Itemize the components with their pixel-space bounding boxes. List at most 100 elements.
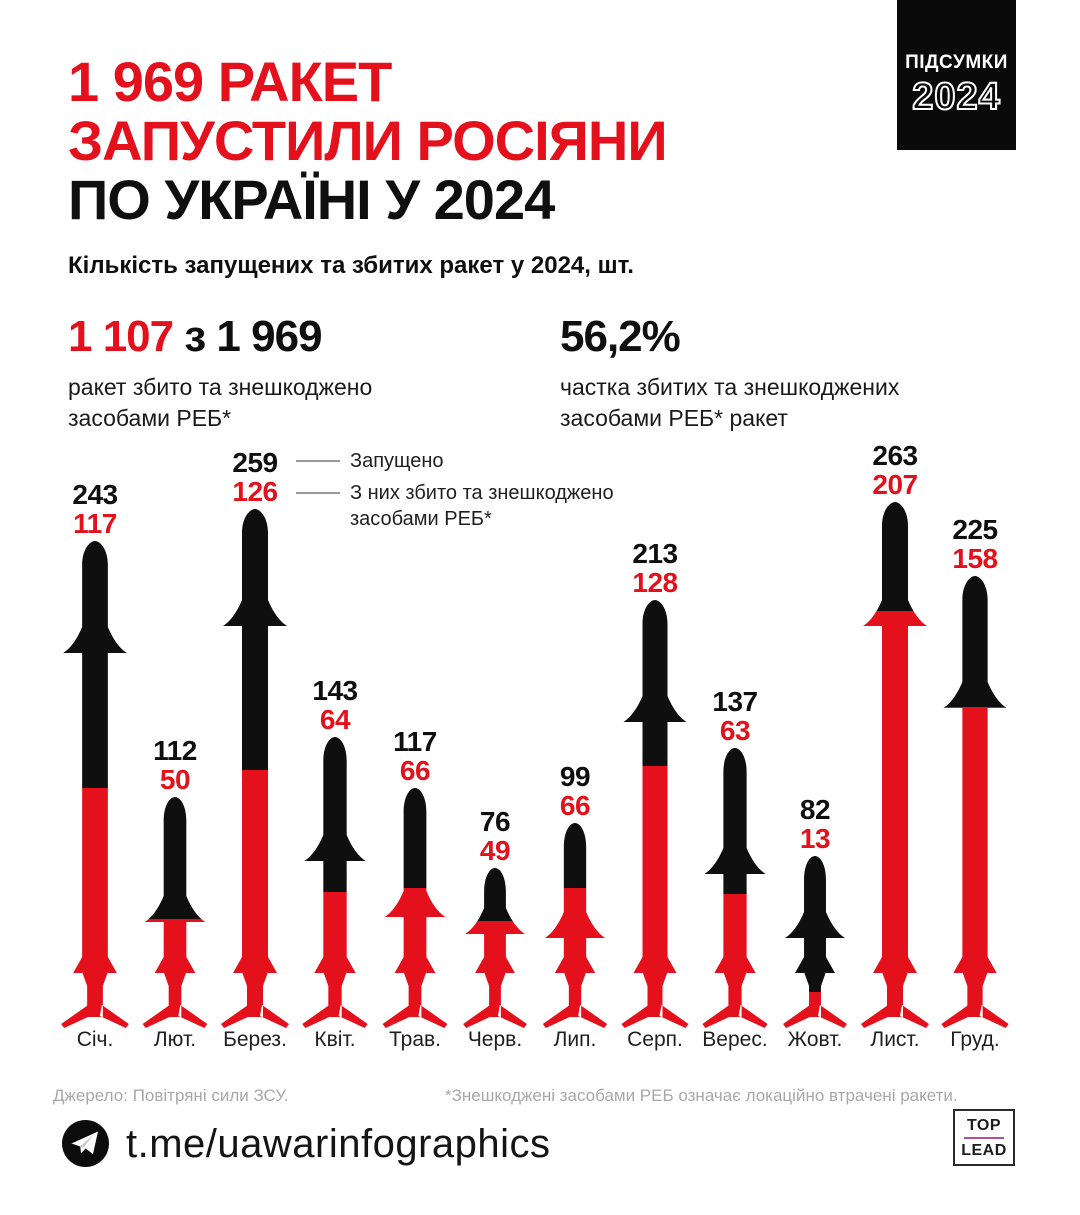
rocket-icon <box>702 748 768 1028</box>
legend-downed-label: З них збито та знешкоджено засобами РЕБ* <box>350 482 614 530</box>
month-label: Лип. <box>553 1028 597 1051</box>
month-label: Серп. <box>627 1028 683 1051</box>
month-label: Жовт. <box>787 1028 843 1051</box>
value-labels: 225 158 <box>915 515 1035 573</box>
downed-value: 66 <box>559 790 591 821</box>
rocket-icon <box>941 576 1009 1028</box>
rocket-icon <box>302 737 368 1028</box>
rocket-icon <box>783 856 847 1028</box>
launched-value: 263 <box>872 440 918 471</box>
value-labels: 112 50 <box>115 736 235 794</box>
launched-value: 82 <box>799 794 831 825</box>
rocket-column: 259 126 Берез. <box>215 440 295 1052</box>
legend-launched-label: Запущено <box>350 450 444 472</box>
launched-value: 143 <box>312 675 358 706</box>
rocket-column: 143 64 Квіт. <box>295 440 375 1052</box>
value-labels: 243 117 <box>35 480 155 538</box>
value-labels: 143 64 <box>275 676 395 734</box>
rocket-column: 112 50 Лют. <box>135 440 215 1052</box>
downed-value: 207 <box>872 469 918 500</box>
telegram-channel-link[interactable]: t.me/uawarinfographics <box>126 1122 551 1166</box>
rocket-icon <box>221 509 289 1028</box>
downed-value: 128 <box>632 567 678 598</box>
title-line-1: 1 969 РАКЕТ <box>68 50 392 113</box>
downed-value: 50 <box>159 764 191 795</box>
launched-value: 225 <box>952 514 998 545</box>
rocket-column: 137 63 Верес. <box>695 440 775 1052</box>
legend-leader-line <box>296 460 340 462</box>
launched-value: 213 <box>632 538 678 569</box>
value-labels: 76 49 <box>435 807 555 865</box>
month-label: Лист. <box>870 1028 920 1051</box>
downed-value: 126 <box>232 476 278 507</box>
stat-downed-desc: ракет збито та знешкоджено засобами РЕБ* <box>68 374 373 431</box>
month-label: Квіт. <box>314 1028 356 1051</box>
value-labels: 82 13 <box>755 795 875 853</box>
stat-downed-value: 1 107 з 1 969 <box>68 312 323 361</box>
launched-value: 243 <box>72 479 118 510</box>
rocket-icon <box>382 788 448 1028</box>
badge-label: ПІДСУМКИ <box>905 52 1008 73</box>
rocket-column: 76 49 Черв. <box>455 440 535 1052</box>
rocket-column: 243 117 Січ. <box>55 440 135 1052</box>
rocket-column: 225 158 Груд. <box>935 440 1015 1052</box>
month-label: Січ. <box>76 1028 114 1051</box>
downed-value: 13 <box>799 823 831 854</box>
value-labels: 259 126 <box>195 448 315 506</box>
rocket-icon <box>61 541 129 1028</box>
logo-top-text: TOP <box>966 1117 1002 1134</box>
title-line-2: ЗАПУСТИЛИ РОСІЯНИ <box>68 109 668 172</box>
downed-value: 66 <box>399 755 431 786</box>
legend-leader-line <box>296 492 340 494</box>
downed-value: 158 <box>952 543 998 574</box>
month-label: Лют. <box>153 1028 197 1051</box>
month-label: Берез. <box>223 1028 287 1051</box>
rocket-icon <box>621 600 689 1028</box>
downed-value: 117 <box>73 508 117 539</box>
telegram-icon[interactable] <box>62 1120 109 1167</box>
month-label: Трав. <box>389 1028 441 1051</box>
logo-bottom-text: LEAD <box>961 1142 1007 1159</box>
stat-share-value: 56,2% <box>560 312 681 361</box>
stat-downed-share: 56,2% частка збитих та знешкоджених засо… <box>560 312 899 434</box>
launched-value: 259 <box>232 447 278 478</box>
rocket-column: 99 66 Лип. <box>535 440 615 1052</box>
launched-value: 76 <box>479 806 511 837</box>
value-labels: 213 128 <box>595 539 715 597</box>
value-labels: 137 63 <box>675 687 795 745</box>
rocket-column: 82 13 Жовт. <box>775 440 855 1052</box>
rocket-column: 117 66 Трав. <box>375 440 455 1052</box>
launched-value: 99 <box>559 761 591 792</box>
month-label: Черв. <box>467 1028 523 1051</box>
legend-downed: З них збито та знешкоджено засобами РЕБ* <box>296 480 614 532</box>
value-labels: 117 66 <box>355 727 475 785</box>
rocket-icon <box>142 797 208 1028</box>
toplead-logo: TOP LEAD <box>953 1109 1015 1166</box>
page-title: 1 969 РАКЕТ ЗАПУСТИЛИ РОСІЯНИ ПО УКРАЇНІ… <box>68 50 668 231</box>
value-labels: 263 207 <box>835 441 955 499</box>
badge-year: 2024 <box>911 75 1001 119</box>
methodology-note: *Знешкоджені засобами РЕБ означає локаці… <box>445 1086 958 1105</box>
downed-value: 49 <box>479 835 511 866</box>
chart-subtitle: Кількість запущених та збитих ракет у 20… <box>68 252 634 279</box>
month-label: Верес. <box>702 1028 768 1051</box>
value-labels: 99 66 <box>515 762 635 820</box>
rocket-column: 213 128 Серп. <box>615 440 695 1052</box>
source-note: Джерело: Повітряні сили ЗСУ. <box>53 1086 289 1105</box>
launched-value: 117 <box>393 726 437 757</box>
year-badge: ПІДСУМКИ 2024 <box>897 0 1016 150</box>
stat-downed-count: 1 107 з 1 969 ракет збито та знешкоджено… <box>68 312 372 434</box>
launched-value: 137 <box>712 686 758 717</box>
downed-value: 64 <box>319 704 351 735</box>
title-line-3: ПО УКРАЇНІ У 2024 <box>68 168 555 231</box>
rocket-icon <box>463 868 527 1028</box>
rocket-bar-chart: Запущено З них збито та знешкоджено засо… <box>0 440 1080 1052</box>
month-label: Груд. <box>950 1028 1000 1051</box>
downed-value: 63 <box>719 715 751 746</box>
legend-launched: Запущено <box>296 448 444 474</box>
logo-accent-line <box>964 1137 1004 1139</box>
launched-value: 112 <box>153 735 197 766</box>
rocket-icon <box>542 823 608 1028</box>
rocket-icon <box>861 502 929 1028</box>
